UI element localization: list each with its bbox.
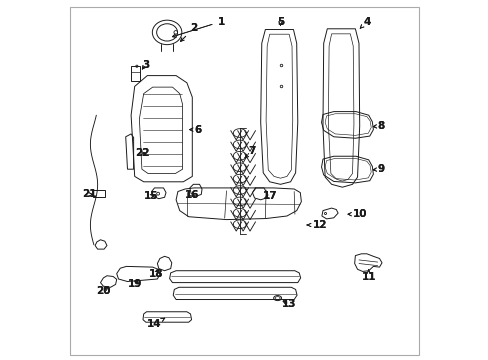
Text: 19: 19 — [127, 279, 142, 289]
Text: 13: 13 — [282, 299, 296, 309]
Text: 17: 17 — [262, 191, 276, 201]
Text: 6: 6 — [189, 125, 201, 135]
Text: 20: 20 — [96, 286, 110, 296]
Text: 4: 4 — [360, 17, 370, 28]
Text: 21: 21 — [82, 189, 97, 199]
Text: 2: 2 — [180, 23, 197, 41]
Text: 16: 16 — [184, 190, 199, 200]
Text: 19: 19 — [127, 279, 142, 289]
Text: 10: 10 — [347, 209, 366, 219]
Text: 8: 8 — [372, 121, 384, 131]
Text: 7: 7 — [244, 146, 255, 158]
Text: 20: 20 — [96, 286, 110, 296]
Text: 5: 5 — [276, 17, 284, 27]
Text: 14: 14 — [147, 318, 164, 329]
Text: 7: 7 — [244, 146, 255, 158]
Text: 3: 3 — [142, 60, 149, 70]
Text: 18: 18 — [148, 269, 163, 279]
Text: 10: 10 — [347, 209, 366, 219]
Text: 2: 2 — [180, 23, 197, 41]
Text: 14: 14 — [147, 318, 164, 329]
Text: 11: 11 — [361, 269, 375, 282]
Text: 6: 6 — [189, 125, 201, 135]
Text: 1: 1 — [172, 17, 224, 37]
Text: 3: 3 — [142, 60, 149, 70]
Text: 22: 22 — [134, 148, 149, 158]
Text: 15: 15 — [143, 191, 158, 201]
Text: 21: 21 — [82, 189, 97, 199]
Text: 22: 22 — [134, 148, 149, 158]
Text: 9: 9 — [372, 164, 384, 174]
Text: 13: 13 — [282, 299, 296, 309]
Text: 5: 5 — [276, 17, 284, 27]
Text: 12: 12 — [306, 220, 326, 230]
Text: 16: 16 — [184, 190, 199, 200]
Text: 12: 12 — [306, 220, 326, 230]
Text: 8: 8 — [372, 121, 384, 131]
Text: 4: 4 — [360, 17, 370, 28]
Text: 17: 17 — [262, 191, 276, 201]
Text: 18: 18 — [148, 269, 163, 279]
Text: 11: 11 — [361, 269, 375, 282]
Text: 15: 15 — [143, 191, 158, 201]
Text: 1: 1 — [172, 17, 224, 37]
Text: 9: 9 — [372, 164, 384, 174]
